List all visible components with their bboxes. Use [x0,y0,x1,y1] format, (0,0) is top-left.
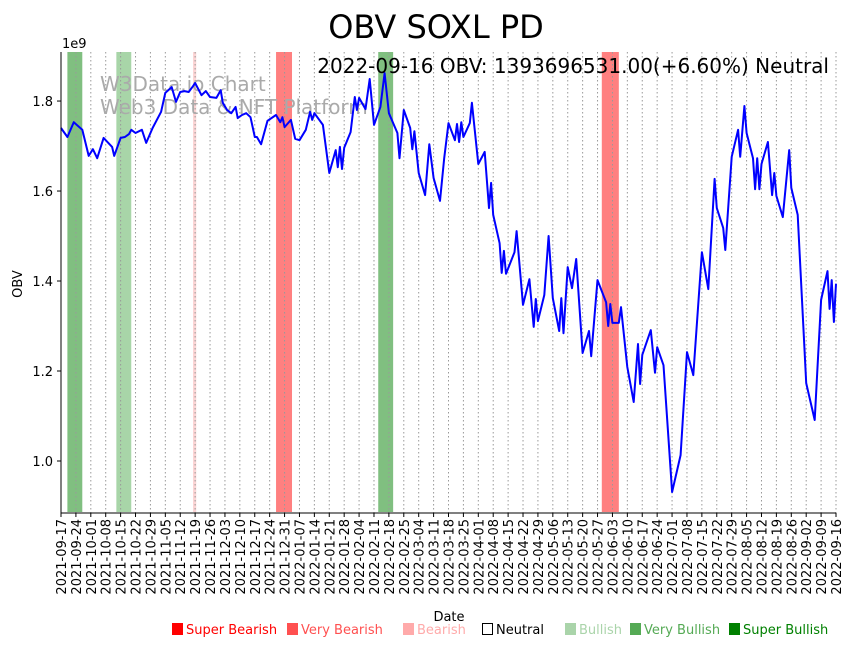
x-tick-label: 2022-04-08 [487,519,502,595]
y-tick-label: 1.8 [32,95,53,110]
signal-band-very-bullish [67,52,83,512]
x-tick-label: 2022-04-01 [472,519,487,595]
x-tick-label: 2022-05-06 [547,519,562,595]
x-tick-label: 2022-07-01 [666,519,681,595]
x-tick-label: 2021-11-05 [159,519,174,595]
x-tick-label: 2022-06-24 [651,519,666,595]
x-axis-label: Date [433,610,464,625]
legend-label-very-bearish: Very Bearish [301,623,383,638]
x-tick-label: 2022-04-22 [517,519,532,595]
x-tick-label: 2021-10-08 [100,519,115,595]
legend-label-neutral: Neutral [496,623,544,638]
x-tick-label: 2022-04-29 [532,519,547,595]
x-tick-label: 2022-03-04 [413,519,428,595]
x-tick-label: 2022-02-11 [368,519,383,595]
x-tick-label: 2022-01-21 [323,519,338,595]
x-tick-label: 2022-05-20 [577,519,592,595]
x-tick-label: 2022-03-25 [457,519,472,595]
signal-band-very-bullish [378,52,394,512]
x-tick-label: 2021-12-03 [219,519,234,595]
x-tick-label: 2021-11-12 [174,519,189,595]
x-tick-label: 2022-09-09 [815,519,830,595]
x-tick-label: 2021-09-24 [70,519,85,595]
x-tick-label: 2022-06-03 [606,519,621,595]
legend-swatch-very-bearish [287,623,298,635]
x-tick-label: 2022-01-28 [338,519,353,595]
x-tick-label: 2021-12-17 [249,519,264,595]
x-tick-label: 2022-06-17 [636,519,651,595]
x-tick-label: 2022-02-25 [398,519,413,595]
x-tick-label: 2022-03-18 [443,519,458,595]
legend-label-very-bullish: Very Bullish [644,623,720,638]
legend-label-bearish: Bearish [417,623,466,638]
x-tick-label: 2022-07-29 [726,519,741,595]
x-tick-label: 2022-08-26 [785,519,800,595]
y-tick-label: 1.6 [32,185,53,200]
latest-value-annotation: 2022-09-16 OBV: 1393696531.00(+6.60%) Ne… [317,54,829,78]
y-tick-label: 1.0 [32,455,53,470]
x-tick-label: 2022-01-14 [308,519,323,595]
x-tick-label: 2022-05-13 [562,519,577,595]
x-tick-label: 2021-11-19 [189,519,204,595]
x-tick-label: 2021-11-26 [204,519,219,595]
x-tick-label: 2022-08-19 [770,519,785,595]
y-tick-label: 1.4 [32,275,53,290]
legend-label-super-bullish: Super Bullish [743,623,828,638]
legend-swatch-bearish [403,623,414,635]
x-tick-label: 2021-12-10 [234,519,249,595]
signal-band-bullish [116,52,132,512]
x-tick-label: 2021-12-31 [279,519,294,595]
x-tick-label: 2022-02-04 [353,519,368,595]
chart-title: OBV SOXL PD [328,8,544,46]
y-tick-label: 1.2 [32,365,53,380]
x-tick-label: 2022-03-11 [428,519,443,595]
legend-swatch-neutral [482,623,493,635]
y-ticks: 1.0 1.2 1.4 1.6 1.8 [32,95,61,470]
legend-swatch-very-bullish [630,623,641,635]
obv-series-line [60,72,837,493]
x-tick-label: 2021-10-29 [144,519,159,595]
legend-label-bullish: Bullish [579,623,622,638]
signal-band-very-bearish [276,52,293,512]
legend-swatch-super-bullish [729,623,740,635]
x-tick-label: 2021-12-24 [264,519,279,595]
y-axis-label: OBV [11,270,26,298]
signal-band-bearish [193,52,197,512]
x-tick-label: 2022-08-12 [755,519,770,595]
x-tick-label: 2021-10-15 [115,519,130,595]
y-offset-label: 1e9 [62,37,87,52]
x-tick-label: 2021-10-01 [85,519,100,595]
legend: Super Bearish Very Bearish Bearish Neutral B… [172,623,828,638]
x-tick-label: 2022-09-02 [800,519,815,595]
x-tick-label: 2021-10-22 [130,519,145,595]
legend-label-super-bearish: Super Bearish [186,623,277,638]
x-tick-label: 2022-05-27 [592,519,607,595]
legend-swatch-bullish [565,623,576,635]
x-tick-label: 2021-09-17 [55,519,70,595]
x-tick-label: 2022-07-15 [696,519,711,595]
x-tick-label: 2022-06-10 [621,519,636,595]
legend-swatch-super-bearish [172,623,183,635]
signal-band-very-bearish [601,52,619,512]
x-tick-label: 2022-02-18 [383,519,398,595]
x-tick-label: 2022-09-16 [830,519,845,595]
x-tick-label: 2022-08-05 [741,519,756,595]
x-gridlines [60,52,837,513]
signal-bands [67,52,619,512]
x-tick-label: 2022-01-07 [293,519,308,595]
x-tick-label: 2022-07-22 [711,519,726,595]
x-tick-label: 2022-07-08 [681,519,696,595]
watermark-line-2: Web3 Data & NFT Platform [100,95,368,119]
x-ticks: 2021-09-17 2021-09-24 2021-10-01 2021-10-08… [55,513,845,595]
x-tick-label: 2022-04-15 [502,519,517,595]
